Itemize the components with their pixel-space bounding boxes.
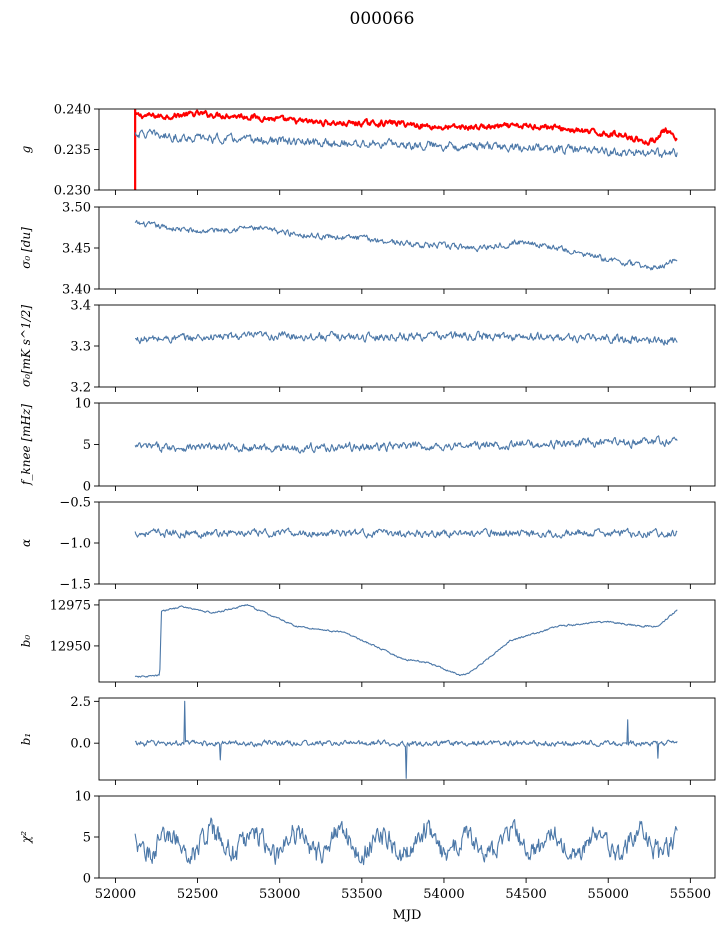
y-tick-label: 5	[83, 438, 91, 453]
y-axis-label-b0: b₀	[19, 635, 33, 648]
x-tick-label: 54000	[423, 887, 464, 902]
x-tick-label: 52500	[177, 887, 218, 902]
y-tick-label: 3.40	[62, 283, 91, 298]
y-tick-label: 0	[83, 872, 91, 887]
y-tick-label: 3.45	[62, 242, 91, 257]
axes-frame	[98, 108, 716, 191]
panel-g: 0.230 0.235 0.240 g	[19, 103, 716, 199]
axes-frame	[98, 304, 716, 388]
series-line-fknee-0	[134, 435, 678, 454]
x-tick-label: 53000	[259, 887, 300, 902]
series-line-g-1	[134, 128, 678, 159]
y-axis-label-b1: b₁	[19, 733, 33, 746]
figure-title: 000066	[350, 9, 415, 29]
y-tick-label: 3.4	[70, 299, 91, 314]
y-axis-label-g: g	[19, 145, 33, 153]
y-tick-label: 12950	[50, 639, 91, 654]
panel-chi2: 0 5 10 χ² 52000 52500 53000 53500 54000 54500 5500…	[19, 790, 716, 923]
x-tick-label: 52000	[95, 887, 136, 902]
series-line-chi2-0	[134, 817, 678, 866]
axes-frame	[98, 599, 716, 683]
series-line-sigma0-du-0	[134, 219, 678, 271]
y-tick-label: 3.2	[70, 381, 91, 396]
y-tick-label: 0.0	[70, 737, 91, 752]
series-line-g-0	[134, 109, 678, 146]
y-tick-label: 3.3	[70, 340, 91, 355]
y-tick-label: −1.5	[59, 578, 91, 593]
y-tick-label: 0.230	[54, 184, 91, 199]
series-line-sigma0-mk-0	[135, 330, 678, 346]
x-tick-label: 55000	[588, 887, 629, 902]
y-axis-label-chi2: χ²	[19, 831, 33, 844]
y-axis-label-sigma0-mk: σ₀[mK s^1/2]	[19, 305, 33, 387]
y-tick-label: −0.5	[59, 496, 91, 511]
axes-frame	[98, 402, 716, 487]
y-tick-label: 3.50	[62, 201, 91, 216]
panel-fknee: 0 5 10 f_knee [mHz]	[19, 397, 716, 495]
panel-sigma0-du: 3.40 3.45 3.50 σ₀ [du]	[19, 201, 716, 298]
axes-frame	[98, 697, 716, 781]
panel-b1: 0.0 2.5 b₁	[19, 695, 716, 785]
axes-frame	[98, 501, 716, 585]
y-axis-label-alpha: α	[19, 539, 33, 547]
y-tick-label: 5	[83, 831, 91, 846]
series-line-b1-0	[134, 700, 678, 779]
y-tick-label: 0.240	[54, 103, 91, 118]
y-tick-label: 10	[74, 790, 91, 805]
axes-frame	[98, 206, 716, 290]
y-axis-label-sigma0-du: σ₀ [du]	[19, 227, 33, 269]
x-tick-label: 55500	[670, 887, 711, 902]
x-tick-label: 53500	[341, 887, 382, 902]
panel-alpha: −1.5 −1.0 −0.5 α	[19, 496, 716, 593]
y-tick-label: 12975	[50, 598, 91, 613]
series-line-alpha-0	[134, 527, 678, 539]
y-axis-label-fknee: f_knee [mHz]	[19, 404, 33, 486]
x-axis-label: MJD	[393, 908, 422, 923]
y-tick-label: 2.5	[70, 695, 91, 710]
panel-b0: 12950 12975 b₀	[19, 598, 716, 687]
y-tick-label: 10	[74, 397, 91, 412]
axes-frame	[98, 795, 716, 879]
panel-sigma0-mk: 3.2 3.3 3.4 σ₀[mK s^1/2]	[19, 299, 716, 396]
x-tick-label: 54500	[505, 887, 546, 902]
series-line-b0-0	[134, 604, 678, 678]
y-tick-label: 0	[83, 480, 91, 495]
y-tick-label: 0.235	[54, 143, 91, 158]
y-tick-label: −1.0	[59, 537, 91, 552]
